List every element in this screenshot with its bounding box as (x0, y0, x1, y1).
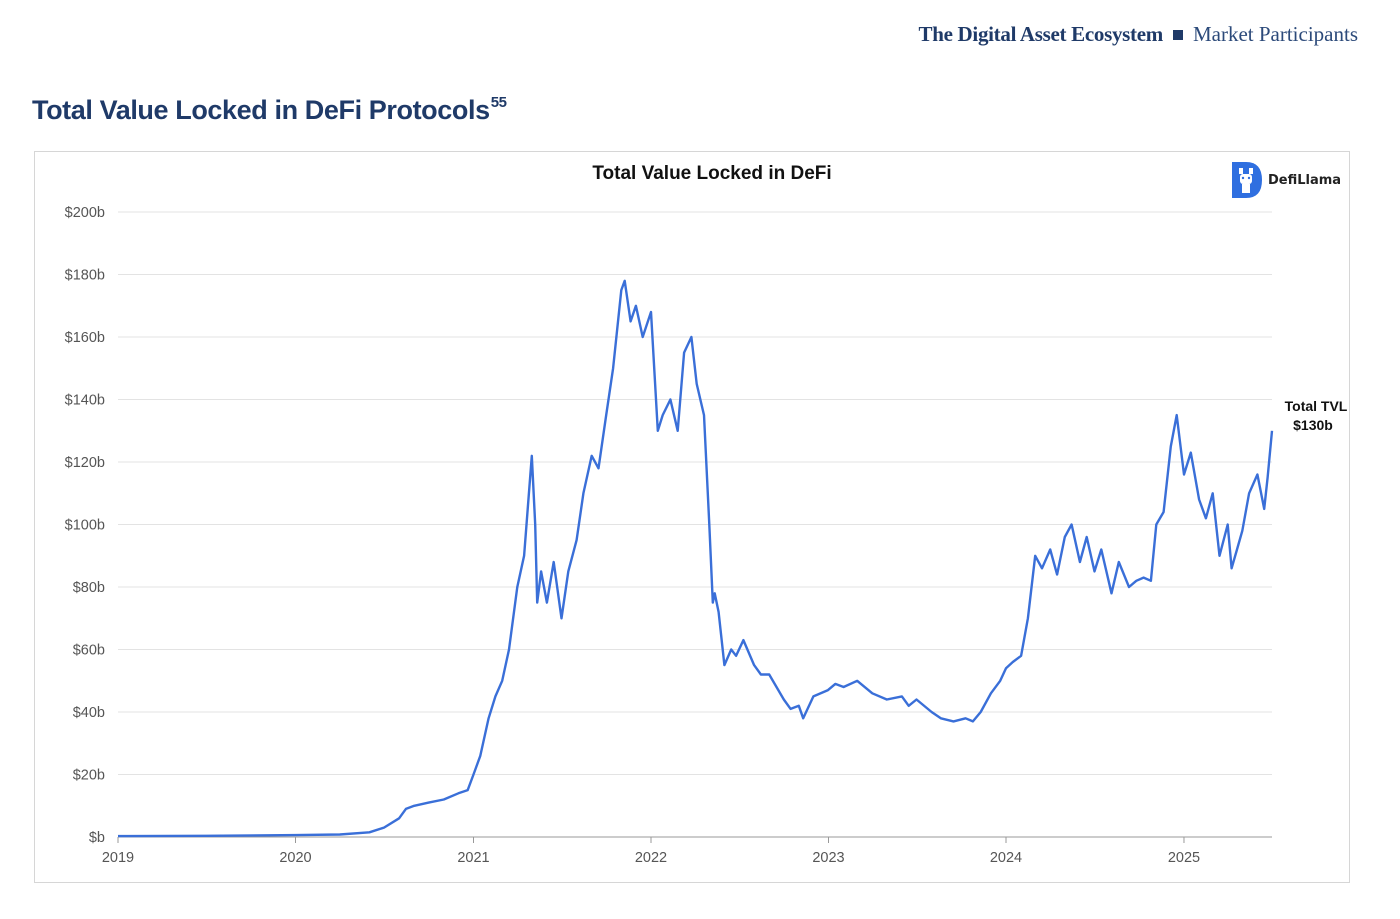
annotation-line-2: $130b (1293, 417, 1333, 433)
x-tick-label: 2022 (635, 850, 667, 866)
page-title: Total Value Locked in DeFi Protocols55 (32, 94, 507, 126)
y-tick-label: $80b (73, 580, 105, 596)
x-tick-label: 2020 (279, 850, 311, 866)
y-axis: $b $20b $40b $60b $80b $100b $120b $140b $160b $1… (65, 205, 105, 846)
y-tick-label: $60b (73, 643, 105, 659)
y-tick-label: $100b (65, 518, 105, 534)
logo-text: DefiLlama (1268, 172, 1342, 188)
llama-icon (1232, 162, 1262, 198)
section-name: Market Participants (1192, 22, 1358, 46)
annotation-line-1: Total TVL (1285, 398, 1348, 414)
defillama-logo: DefiLlama (1230, 160, 1341, 200)
total-tvl-annotation: Total TVL $130b (1285, 398, 1348, 433)
chart-title: Total Value Locked in DeFi (592, 163, 831, 184)
y-tick-label: $b (89, 830, 105, 846)
x-tick-label: 2024 (990, 850, 1022, 866)
y-tick-label: $180b (65, 268, 105, 284)
tvl-series-line (117, 279, 1274, 838)
footnote-marker: 55 (490, 94, 507, 111)
y-tick-label: $20b (73, 768, 105, 784)
document-header: The Digital Asset Ecosystem Market Parti… (918, 22, 1358, 47)
y-tick-label: $160b (65, 330, 105, 346)
y-tick-label: $40b (73, 705, 105, 721)
x-tick-label: 2019 (102, 850, 134, 866)
x-tick-label: 2023 (812, 850, 844, 866)
x-axis: 2019 2020 2021 2022 2023 2024 2025 (102, 837, 1200, 866)
document-title: The Digital Asset Ecosystem (918, 22, 1163, 46)
square-bullet-icon (1172, 29, 1183, 40)
chart-frame (34, 151, 1350, 883)
x-tick-label: 2025 (1168, 850, 1200, 866)
grid-lines (118, 211, 1272, 838)
series-group (117, 279, 1274, 838)
y-tick-label: $120b (65, 455, 105, 471)
page-title-text: Total Value Locked in DeFi Protocols (32, 95, 490, 125)
y-tick-label: $140b (65, 393, 105, 409)
y-tick-label: $200b (65, 205, 105, 221)
x-tick-label: 2021 (457, 850, 489, 866)
